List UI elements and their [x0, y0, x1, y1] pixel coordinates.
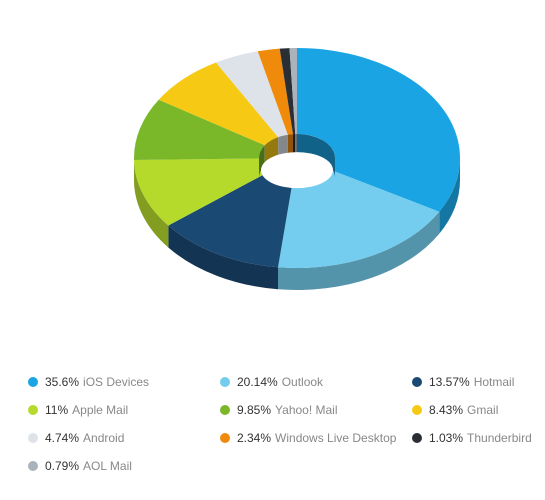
- donut-chart: [134, 48, 461, 291]
- legend-label: Hotmail: [473, 375, 515, 389]
- donut-hole: [261, 152, 333, 189]
- legend-label: Apple Mail: [72, 403, 129, 417]
- legend-swatch: [220, 433, 230, 443]
- legend-value: 2.34%: [237, 431, 272, 445]
- legend-swatch: [28, 461, 38, 471]
- slice-outlook[interactable]: [278, 169, 440, 268]
- legend-value: 9.85%: [237, 403, 272, 417]
- legend-value: 0.79%: [45, 459, 80, 473]
- slice-thunderbird[interactable]: [279, 48, 296, 135]
- legend-label: Thunderbird: [467, 431, 532, 445]
- legend-swatch: [412, 433, 422, 443]
- legend-value: 20.14%: [237, 375, 278, 389]
- legend-item-windows-live-desktop[interactable]: 2.34% Windows Live Desktop: [220, 431, 396, 445]
- slice-inner-android: [278, 134, 288, 157]
- slice-gmail[interactable]: [158, 62, 279, 146]
- legend-item-android[interactable]: 4.74% Android: [28, 431, 124, 445]
- legend-label: AOL Mail: [83, 459, 132, 473]
- legend-swatch: [220, 405, 230, 415]
- slice-side-hotmail: [168, 225, 279, 290]
- legend-label: Outlook: [281, 375, 324, 389]
- slice-inner-thunderbird: [292, 134, 296, 154]
- legend-value: 13.57%: [429, 375, 470, 389]
- slice-hotmail[interactable]: [168, 172, 293, 268]
- legend-swatch: [412, 377, 422, 387]
- legend-label: iOS Devices: [83, 375, 150, 389]
- slice-inner-aol-mail: [295, 134, 297, 154]
- legend-item-yahoo-mail[interactable]: 9.85% Yahoo! Mail: [220, 403, 338, 417]
- slice-ios-devices[interactable]: [297, 48, 460, 212]
- legend-swatch: [28, 405, 38, 415]
- legend-value: 1.03%: [429, 431, 464, 445]
- legend-item-outlook[interactable]: 20.14% Outlook: [220, 375, 323, 389]
- slice-yahoo-mail[interactable]: [134, 99, 265, 160]
- slice-side-ios-devices: [439, 158, 461, 234]
- legend-value: 4.74%: [45, 431, 80, 445]
- slice-windows-live-desktop[interactable]: [257, 48, 293, 135]
- legend-label: Yahoo! Mail: [275, 403, 338, 417]
- legend-label: Windows Live Desktop: [275, 431, 397, 445]
- legend-item-apple-mail[interactable]: 11% Apple Mail: [28, 403, 128, 417]
- slice-side-outlook: [278, 211, 440, 291]
- legend-swatch: [28, 433, 38, 443]
- legend-value: 8.43%: [429, 403, 464, 417]
- legend-swatch: [412, 405, 422, 415]
- legend-value: 35.6%: [45, 375, 80, 389]
- slice-inner-windows-live-desktop: [287, 134, 293, 155]
- legend-label: Android: [83, 431, 125, 445]
- legend-item-hotmail[interactable]: 13.57% Hotmail: [412, 375, 514, 389]
- legend-label: Gmail: [467, 403, 499, 417]
- slice-side-apple-mail: [134, 159, 169, 248]
- legend-swatch: [28, 377, 38, 387]
- legend-item-gmail[interactable]: 8.43% Gmail: [412, 403, 498, 417]
- slice-android[interactable]: [215, 51, 288, 138]
- legend-item-aol-mail[interactable]: 0.79% AOL Mail: [28, 459, 132, 473]
- legend-item-thunderbird[interactable]: 1.03% Thunderbird: [412, 431, 532, 445]
- legend-value: 11%: [45, 403, 69, 417]
- slice-inner-yahoo-mail: [259, 145, 265, 178]
- legend-swatch: [220, 377, 230, 387]
- slice-apple-mail[interactable]: [134, 158, 268, 226]
- slice-aol-mail[interactable]: [289, 48, 297, 135]
- legend-item-ios-devices[interactable]: 35.6% iOS Devices: [28, 375, 149, 389]
